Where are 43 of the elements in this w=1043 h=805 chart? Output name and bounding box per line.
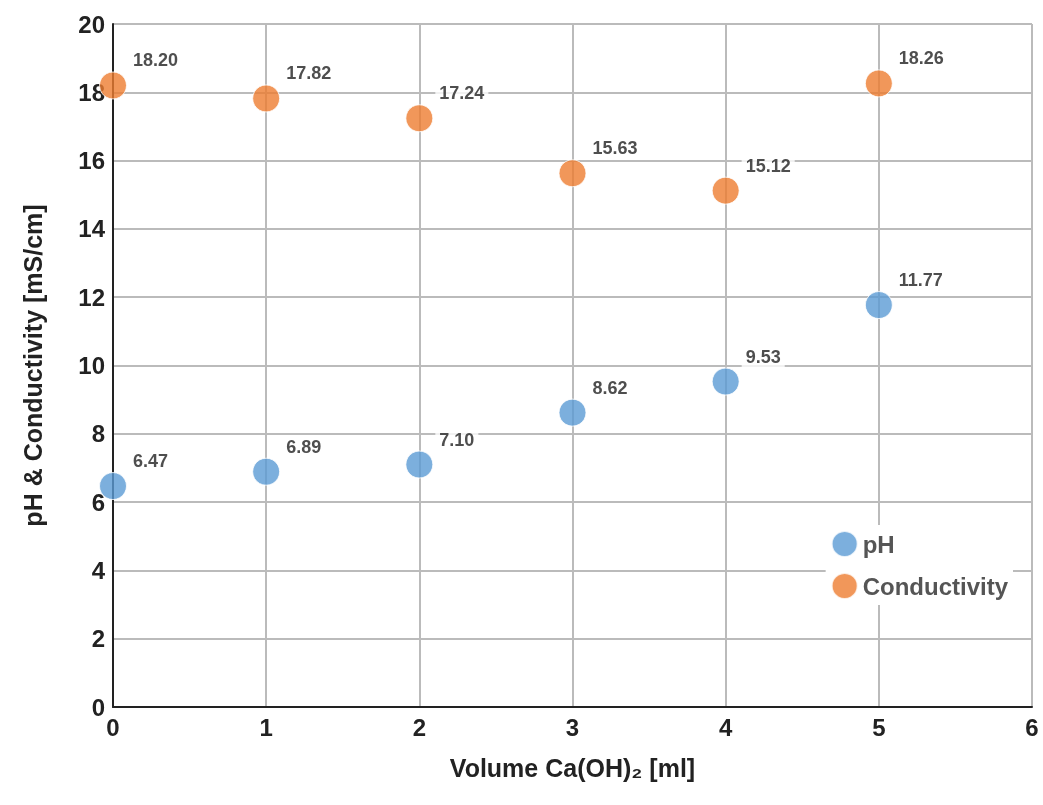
data-label: 11.77 [898,270,943,291]
point [405,450,434,479]
point [864,69,893,98]
data-label: 7.10 [439,429,475,450]
point [558,159,587,188]
y-tick-label: 0 [91,693,105,721]
x-axis-title: Volume Ca(OH)₂ [ml] [449,753,696,782]
point [711,176,740,205]
data-label: 6.47 [133,451,169,472]
data-label: 15.12 [745,155,791,176]
point [558,398,587,427]
point [711,367,740,396]
y-tick-label: 10 [78,352,105,379]
y-tick-label: 2 [91,625,105,653]
y-tick-label: 18 [78,78,105,106]
y-tick-label: 8 [91,420,105,448]
point [864,291,893,320]
legend-label: pH [862,530,895,558]
x-tick-label: 2 [412,713,427,741]
x-tick-label: 6 [1025,713,1039,741]
data-label: 18.20 [133,50,179,71]
y-tick-label: 14 [78,215,106,243]
x-tick-label: 3 [565,713,580,741]
legend-label: Conductivity [862,572,1009,600]
data-label: 6.89 [286,436,322,457]
data-label: 9.53 [745,346,781,367]
data-label: 15.63 [592,138,638,159]
data-label: 17.82 [286,63,332,84]
x-tick-label: 5 [872,713,886,741]
point [252,84,281,113]
y-tick-label: 12 [78,283,105,311]
point [252,457,281,486]
y-tick-label: 20 [78,10,105,38]
y-tick-label: 16 [78,147,105,175]
y-tick-label: 6 [91,488,105,516]
x-tick-label: 4 [718,713,733,741]
y-tick-label: 4 [91,556,106,584]
point [405,104,434,133]
data-label: 8.62 [592,377,628,398]
data-label: 17.24 [439,83,485,104]
y-axis-title: pH & Conductivity [mS/cm] [18,204,47,527]
data-label: 18.26 [898,48,944,69]
x-tick-label: 1 [259,713,273,741]
